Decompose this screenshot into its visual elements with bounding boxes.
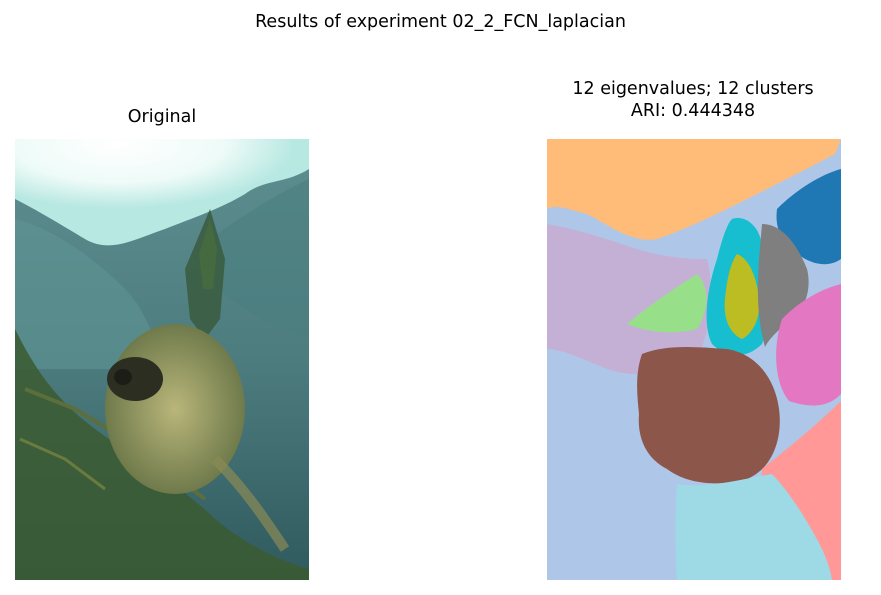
segmentation-map [547,139,841,580]
figure-title: Results of experiment 02_2_FCN_laplacian [255,12,626,32]
original-image [15,139,309,580]
original-image-title: Original [127,107,197,127]
segmentation-title-line2: ARI: 0.444348 [630,101,756,121]
segmentation-title-line1: 12 eigenvalues; 12 clusters [572,79,814,99]
segmentation-title: 12 eigenvalues; 12 clusters ARI: 0.44434… [493,78,881,122]
